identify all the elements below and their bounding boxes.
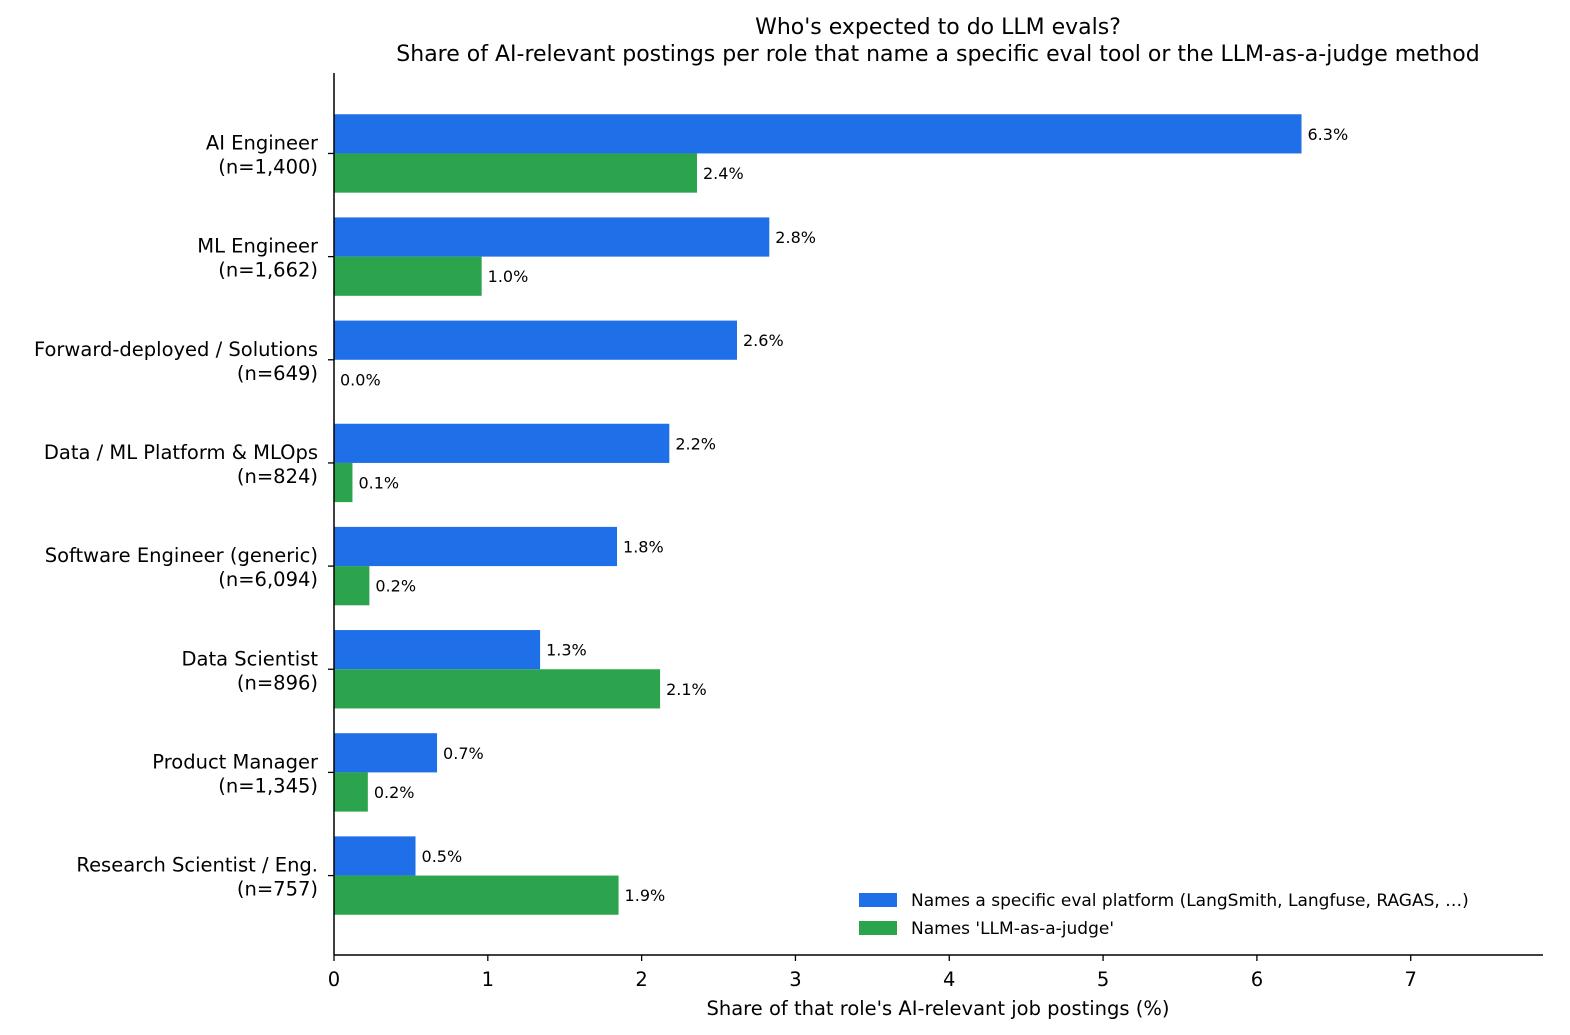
data-label: 0.1% (358, 474, 399, 493)
role-label: Product Manager (152, 750, 319, 773)
legend-swatch (859, 893, 897, 907)
bar-eval-platform-7 (334, 836, 416, 876)
role-sample-size: (n=1,662) (218, 259, 318, 282)
x-tick-label: 0 (328, 968, 340, 991)
x-axis: 0 1 2 3 4 5 6 7 (328, 954, 1543, 991)
role-sample-size: (n=896) (237, 671, 318, 694)
chart-title: Who's expected to do LLM evals? (755, 15, 1121, 40)
bar-eval-platform-2 (334, 320, 737, 360)
data-label: 0.2% (375, 577, 416, 596)
chart-subtitle: Share of AI-relevant postings per role t… (396, 42, 1479, 67)
bar-eval-platform-3 (334, 423, 670, 463)
role-sample-size: (n=6,094) (218, 568, 318, 591)
data-label: 2.2% (675, 434, 716, 453)
legend-label: Names a specific eval platform (LangSmit… (911, 891, 1469, 911)
legend: Names a specific eval platform (LangSmit… (859, 891, 1469, 939)
data-label: 0.2% (374, 783, 415, 802)
data-labels-layer: 6.3% 2.4% 2.8% 1.0% 2.6% 0.0% 2.2% 0.1% 1.8% 0.2%… (340, 125, 1348, 905)
role-label: Forward-deployed / Solutions (34, 338, 318, 361)
data-label: 1.3% (546, 641, 587, 660)
role-label: AI Engineer (206, 131, 319, 154)
x-tick-label: 7 (1405, 968, 1417, 991)
x-tick-label: 1 (482, 968, 494, 991)
data-label: 2.1% (666, 680, 707, 699)
data-label: 0.0% (340, 370, 381, 389)
x-tick-label: 4 (943, 968, 955, 991)
bar-eval-platform-0 (334, 114, 1302, 154)
legend-label: Names 'LLM-as-a-judge' (911, 919, 1114, 939)
bar-eval-platform-1 (334, 217, 770, 257)
role-label: Data Scientist (182, 647, 319, 670)
y-axis: AI Engineer(n=1,400) ML Engineer(n=1,662)… (34, 73, 335, 955)
bar-llm-judge-3 (334, 462, 353, 503)
x-axis-label: Share of that role's AI-relevant job pos… (706, 997, 1169, 1020)
data-label: 0.7% (443, 744, 484, 763)
role-label: Research Scientist / Eng. (76, 854, 318, 877)
role-sample-size: (n=824) (237, 465, 318, 488)
legend-swatch (859, 921, 897, 935)
bar-eval-platform-5 (334, 630, 541, 670)
data-label: 2.6% (743, 331, 784, 350)
role-sample-size: (n=1,400) (218, 155, 318, 178)
data-label: 2.4% (703, 164, 744, 183)
bar-llm-judge-4 (334, 566, 370, 606)
role-sample-size: (n=649) (237, 362, 318, 385)
x-tick-label: 6 (1251, 968, 1263, 991)
role-label: ML Engineer (197, 235, 319, 258)
bar-llm-judge-6 (334, 772, 368, 812)
data-label: 0.5% (422, 847, 463, 866)
bar-llm-judge-5 (334, 669, 661, 709)
data-label: 1.9% (625, 886, 666, 905)
data-label: 2.8% (775, 228, 816, 247)
data-label: 1.0% (488, 267, 529, 286)
bar-eval-platform-4 (334, 526, 618, 567)
x-tick-label: 2 (635, 968, 647, 991)
data-label: 1.8% (623, 537, 664, 556)
bar-llm-judge-1 (334, 256, 482, 296)
bar-llm-judge-0 (334, 153, 698, 193)
x-tick-label: 3 (789, 968, 801, 991)
role-label: Data / ML Platform & MLOps (44, 441, 318, 464)
role-sample-size: (n=1,345) (218, 774, 318, 797)
role-label: Software Engineer (generic) (45, 544, 318, 567)
bar-eval-platform-6 (334, 733, 438, 773)
data-label: 6.3% (1308, 125, 1349, 144)
bar-llm-judge-7 (334, 875, 619, 915)
x-tick-label: 5 (1097, 968, 1109, 991)
bars-layer (334, 114, 1302, 915)
role-sample-size: (n=757) (237, 878, 318, 901)
